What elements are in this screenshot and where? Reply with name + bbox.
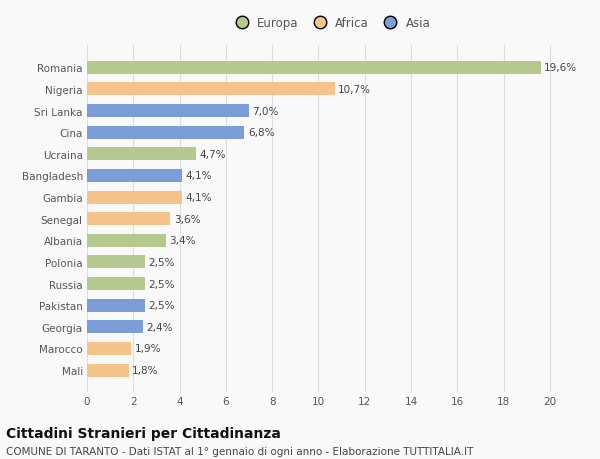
Text: 4,7%: 4,7% — [199, 150, 226, 159]
Bar — [87, 83, 335, 96]
Text: 4,1%: 4,1% — [185, 193, 212, 202]
Text: 1,9%: 1,9% — [134, 344, 161, 353]
Text: 19,6%: 19,6% — [544, 63, 577, 73]
Bar — [87, 148, 196, 161]
Bar — [87, 342, 131, 355]
Bar — [87, 277, 145, 291]
Text: 7,0%: 7,0% — [253, 106, 279, 116]
Text: 3,6%: 3,6% — [174, 214, 200, 224]
Text: COMUNE DI TARANTO - Dati ISTAT al 1° gennaio di ogni anno - Elaborazione TUTTITA: COMUNE DI TARANTO - Dati ISTAT al 1° gen… — [6, 446, 473, 456]
Text: 2,5%: 2,5% — [148, 257, 175, 267]
Bar — [87, 169, 182, 183]
Bar — [87, 256, 145, 269]
Text: 2,5%: 2,5% — [148, 301, 175, 310]
Bar — [87, 126, 244, 140]
Text: 2,4%: 2,4% — [146, 322, 173, 332]
Bar — [87, 320, 143, 334]
Bar — [87, 234, 166, 247]
Bar — [87, 213, 170, 226]
Text: 4,1%: 4,1% — [185, 171, 212, 181]
Bar — [87, 364, 128, 377]
Text: 2,5%: 2,5% — [148, 279, 175, 289]
Legend: Europa, Africa, Asia: Europa, Africa, Asia — [230, 17, 430, 30]
Text: 6,8%: 6,8% — [248, 128, 274, 138]
Bar — [87, 62, 541, 75]
Bar — [87, 191, 182, 204]
Text: 3,4%: 3,4% — [169, 236, 196, 246]
Text: 1,8%: 1,8% — [132, 365, 158, 375]
Bar — [87, 299, 145, 312]
Bar — [87, 105, 249, 118]
Text: 10,7%: 10,7% — [338, 85, 371, 95]
Text: Cittadini Stranieri per Cittadinanza: Cittadini Stranieri per Cittadinanza — [6, 426, 281, 440]
